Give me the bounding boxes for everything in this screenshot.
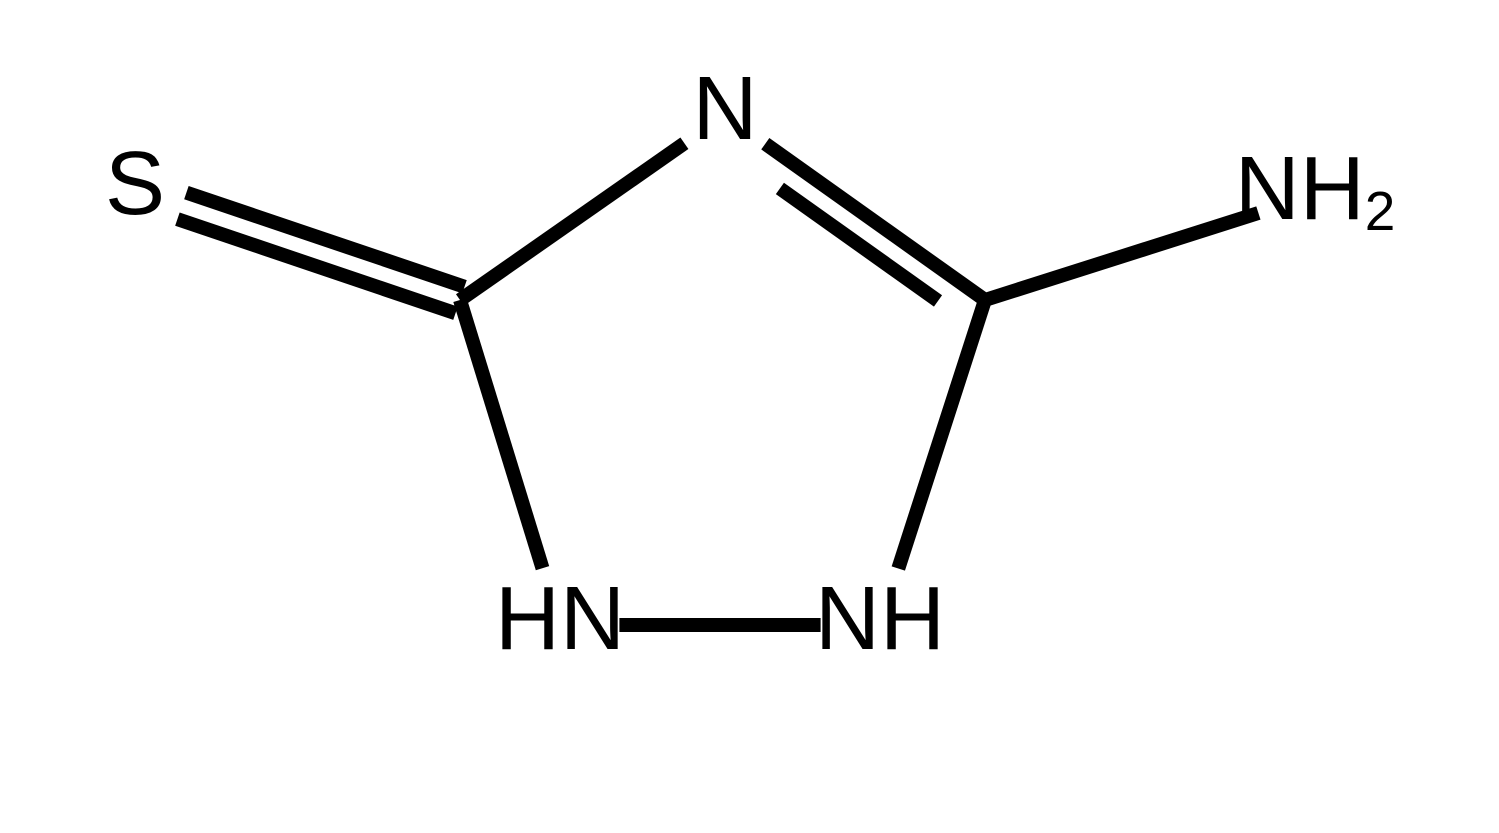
bond-C_left-S [177,193,464,314]
molecule-diagram: N HN NH S NH2 [0,0,1499,833]
label-layer: N HN NH S NH2 [105,59,1395,669]
bond-C_left-N_bl [460,300,543,568]
atom-label-N_br: NH [815,569,945,669]
atom-label-NH2: NH2 [1235,139,1396,242]
atom-label-N_bl: HN [495,569,625,669]
bond-layer [177,143,1258,625]
atom-label-S: S [105,134,165,234]
bond-C_right-NH2 [985,213,1258,300]
bond-N_top-C_left [460,143,684,300]
bond-C_right-N_br [898,300,985,569]
bond-N_top-C_right [765,144,985,301]
atom-label-N_top: N [693,59,758,159]
